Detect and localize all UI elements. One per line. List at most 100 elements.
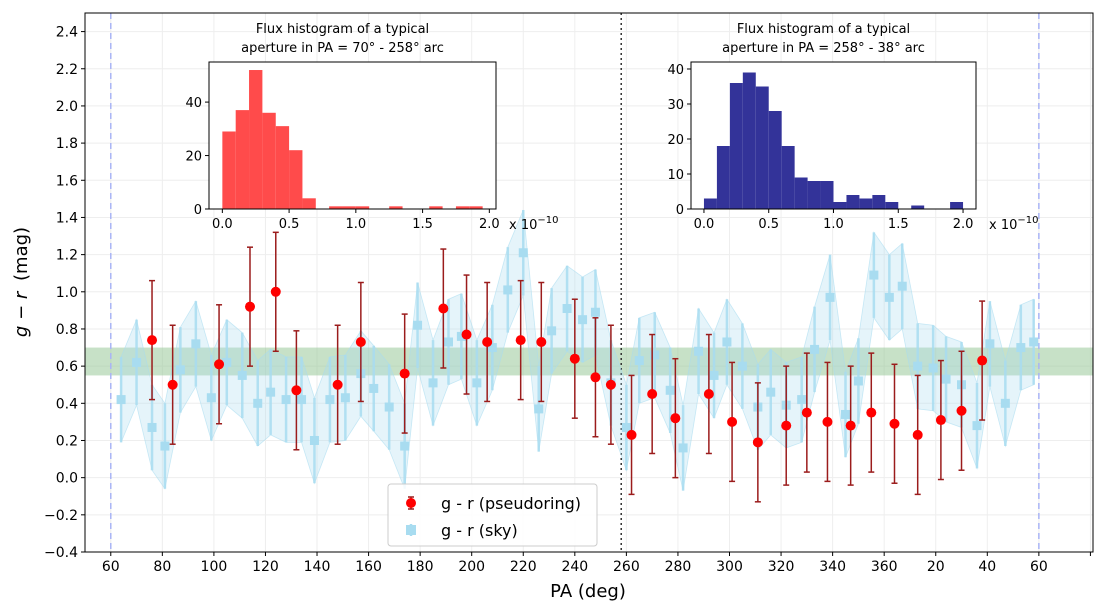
x-tick-label: 300 bbox=[716, 559, 743, 575]
inset-histogram-right: 0.0 0.5 1.0 1.5 2.0 0 10 20 30 40 x 10−10 Flux hist… bbox=[667, 22, 1038, 233]
sky-point bbox=[1016, 343, 1026, 353]
y-tick-label: 2.0 bbox=[56, 99, 78, 115]
histogram-bar bbox=[768, 111, 782, 209]
histogram-bar bbox=[807, 181, 821, 209]
inset-x-tick-label: 2.0 bbox=[953, 217, 974, 232]
pseudoring-point bbox=[647, 389, 658, 400]
inset-title-line1: Flux histogram of a typical bbox=[256, 22, 429, 37]
pseudoring-point bbox=[461, 329, 472, 340]
sky-point bbox=[266, 387, 276, 397]
sky-point bbox=[722, 337, 732, 347]
series-sky bbox=[116, 209, 1039, 491]
histogram-bar bbox=[859, 198, 873, 209]
inset-title-line2: aperture in PA = 70° - 258° arc bbox=[241, 41, 444, 56]
sky-point bbox=[175, 365, 185, 375]
sky-point bbox=[634, 356, 644, 366]
histogram-bar bbox=[716, 146, 730, 209]
legend-label-pseudoring: g - r (pseudoring) bbox=[441, 494, 581, 513]
sky-point bbox=[650, 350, 660, 360]
pseudoring-point bbox=[167, 379, 178, 390]
sky-point bbox=[853, 376, 863, 386]
pseudoring-point bbox=[889, 418, 900, 429]
pseudoring-point bbox=[214, 359, 225, 370]
histogram-bar bbox=[469, 206, 483, 209]
sky-point bbox=[578, 315, 588, 325]
histogram-bar bbox=[729, 83, 743, 209]
sky-point bbox=[766, 387, 776, 397]
histogram-bar bbox=[742, 72, 756, 209]
sky-point bbox=[487, 343, 497, 353]
pseudoring-point bbox=[845, 420, 856, 431]
series-pseudoring bbox=[147, 231, 988, 503]
inset-y-tick-label: 30 bbox=[667, 98, 684, 113]
x-tick-label: 20 bbox=[927, 559, 945, 575]
inset-x-tick-label: 1.0 bbox=[823, 217, 844, 232]
x-tick-label: 40 bbox=[978, 559, 996, 575]
inset-x-tick-label: 1.0 bbox=[345, 217, 366, 232]
x-tick-label: 200 bbox=[458, 559, 485, 575]
pseudoring-point bbox=[438, 303, 449, 314]
histogram-bar bbox=[429, 206, 443, 209]
pseudoring-point bbox=[291, 385, 302, 396]
histogram-bar bbox=[262, 112, 276, 209]
histogram-bar bbox=[781, 146, 795, 209]
sky-point bbox=[369, 383, 379, 393]
sky-point bbox=[253, 398, 263, 408]
y-axis-label: g − r (mag) bbox=[11, 227, 32, 337]
legend-box bbox=[387, 483, 598, 547]
sky-point bbox=[928, 363, 938, 373]
legend-marker-sky bbox=[406, 524, 416, 536]
pseudoring-point bbox=[244, 301, 255, 312]
inset-y-tick-label: 40 bbox=[667, 63, 684, 78]
sky-point bbox=[1029, 337, 1039, 347]
pseudoring-point bbox=[752, 437, 763, 448]
histogram-bar bbox=[275, 126, 290, 209]
inset-y-tick-label: 0 bbox=[676, 203, 684, 218]
inset-y-tick-label: 20 bbox=[185, 150, 202, 165]
sky-point bbox=[428, 378, 438, 388]
x-tick-label: 240 bbox=[561, 559, 588, 575]
legend-marker-pseudoring bbox=[406, 496, 416, 510]
inset-y-tick-label: 0 bbox=[194, 203, 202, 218]
sky-point bbox=[413, 320, 423, 330]
sky-point bbox=[503, 285, 513, 295]
inset-x-tick-label: 2.0 bbox=[479, 217, 500, 232]
pseudoring-point bbox=[801, 407, 812, 418]
x-tick-label: 120 bbox=[252, 559, 279, 575]
x-tick-label: 80 bbox=[153, 559, 171, 575]
x-tick-label: 320 bbox=[768, 559, 795, 575]
histogram-bar bbox=[355, 206, 370, 209]
y-tick-label: 0.8 bbox=[56, 322, 78, 338]
y-tick-label: 1.4 bbox=[56, 210, 78, 226]
histogram-bar bbox=[249, 70, 263, 209]
histogram-bar bbox=[872, 195, 886, 209]
svg-text:g − r (mag): g − r (mag) bbox=[11, 227, 32, 337]
histogram-bar bbox=[950, 202, 964, 209]
pseudoring-point bbox=[935, 415, 946, 426]
histogram-bar bbox=[885, 202, 899, 209]
y-tick-label: 2.4 bbox=[56, 25, 78, 41]
histogram-bar bbox=[342, 206, 356, 209]
pseudoring-point bbox=[822, 416, 833, 427]
sky-point bbox=[534, 404, 544, 414]
inset-title-line1: Flux histogram of a typical bbox=[737, 22, 910, 37]
x-tick-label: 180 bbox=[407, 559, 434, 575]
pseudoring-point bbox=[781, 420, 792, 431]
inset-x-tick-label: 0.0 bbox=[694, 217, 715, 232]
sky-point bbox=[665, 385, 675, 395]
sky-point bbox=[709, 370, 719, 380]
sky-point bbox=[825, 292, 835, 302]
sky-point bbox=[841, 409, 851, 419]
histogram-bar bbox=[820, 181, 834, 209]
x-tick-label: 60 bbox=[1030, 559, 1048, 575]
inset-axis-multiplier: x 10−10 bbox=[989, 215, 1038, 233]
sky-point bbox=[116, 395, 126, 405]
y-axis-ticks: −0.4 −0.2 0.0 0.2 0.4 0.6 0.8 1.0 1.2 1.4 1.6 1.8 2.… bbox=[44, 25, 85, 561]
inset-histogram-left: 0.0 0.5 1.0 1.5 2.0 0 20 40 x 10−10 Flux histogra… bbox=[185, 22, 558, 233]
sky-point bbox=[985, 339, 995, 349]
x-tick-label: 140 bbox=[304, 559, 331, 575]
y-tick-label: 0.2 bbox=[56, 433, 78, 449]
inset-x-tick-label: 0.5 bbox=[279, 217, 300, 232]
pseudoring-point bbox=[536, 336, 547, 347]
y-tick-label: 1.6 bbox=[56, 173, 78, 189]
